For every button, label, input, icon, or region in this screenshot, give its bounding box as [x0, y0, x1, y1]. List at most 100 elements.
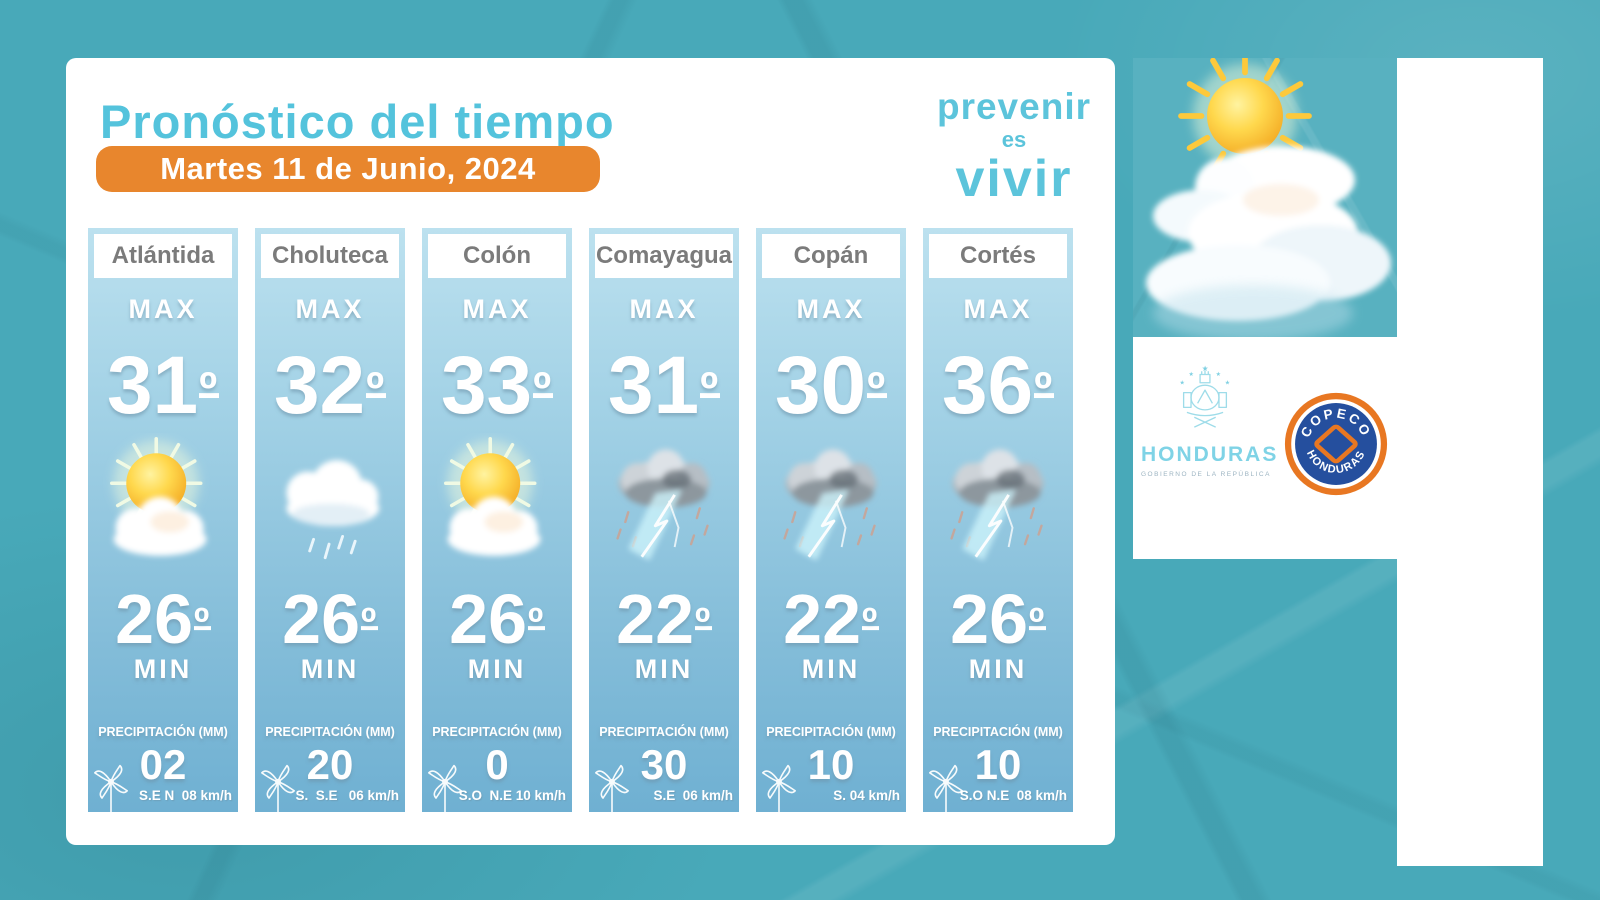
- min-temperature: 22º: [616, 580, 712, 658]
- department-name: Comayagua: [595, 234, 733, 278]
- storm-cloud-icon: [756, 433, 906, 578]
- wind-row: S. S.E 06 km/h: [255, 774, 405, 808]
- precipitation-value: 02: [139, 741, 187, 788]
- copeco-logo: COPECO HONDURAS: [1283, 391, 1389, 497]
- precipitation-label: PRECIPITACIÓN (MM): [432, 725, 562, 739]
- pinwheel-icon: [258, 762, 298, 816]
- svg-text:★: ★: [1180, 379, 1185, 386]
- tagline-line2: es: [1001, 127, 1027, 152]
- min-temperature: 26º: [950, 580, 1046, 658]
- honduras-crest-icon: ★ ★ ★ ★ ★: [1180, 364, 1230, 428]
- department-name: Choluteca: [261, 234, 399, 278]
- honduras-wordmark: HONDURAS: [1141, 443, 1279, 466]
- degree-symbol: º: [694, 599, 712, 647]
- degree-symbol: º: [199, 362, 220, 418]
- max-label: MAX: [963, 294, 1033, 324]
- degree-symbol: º: [527, 599, 545, 647]
- forecast-columns: Atlántida MAX 31º 26º MIN PRECIPITACIÓN …: [88, 228, 1073, 812]
- wind-row: S.E N 08 km/h: [88, 774, 238, 808]
- weather-icon: [756, 433, 906, 578]
- min-label: MIN: [133, 654, 193, 684]
- min-label: MIN: [801, 654, 861, 684]
- sun-cloud-icon: [88, 433, 238, 578]
- min-temperature: 26º: [115, 580, 211, 658]
- precipitation-value: 30: [640, 741, 688, 788]
- forecast-column-atlantida: Atlántida MAX 31º 26º MIN PRECIPITACIÓN …: [88, 228, 238, 812]
- storm-cloud-icon: [589, 433, 739, 578]
- wind-row: S.O N.E 10 km/h: [422, 774, 572, 808]
- sun-cloud-icon: [422, 433, 572, 578]
- weather-icon: [88, 433, 238, 578]
- degree-symbol: º: [533, 362, 554, 418]
- wind-info: S.O N.E 08 km/h: [959, 788, 1067, 803]
- max-temperature: 32º: [273, 340, 387, 431]
- forecast-column-comayagua: Comayagua MAX 31º 22º MIN PRECIPITACIÓN …: [589, 228, 739, 812]
- weather-icon: [255, 433, 405, 578]
- department-name: Atlántida: [94, 234, 232, 278]
- page-title: Pronóstico del tiempo: [100, 95, 615, 148]
- storm-cloud-icon: [923, 433, 1073, 578]
- logos-panel: ★ ★ ★ ★ ★ HONDURAS GOBIERNO DE LA REPÚBLIC…: [1133, 337, 1397, 559]
- precipitation-value: 10: [807, 741, 855, 788]
- max-label: MAX: [295, 294, 365, 324]
- min-label: MIN: [968, 654, 1028, 684]
- rain-cloud-icon: [255, 433, 405, 578]
- svg-text:★: ★: [1202, 364, 1209, 373]
- forecast-card: Pronóstico del tiempo Martes 11 de Junio…: [66, 58, 1115, 845]
- precipitation-label: PRECIPITACIÓN (MM): [599, 725, 729, 739]
- max-label: MAX: [462, 294, 532, 324]
- forecast-column-colon: Colón MAX 33º 26º MIN PRECIPITACIÓN (MM)…: [422, 228, 572, 812]
- max-temperature: 30º: [774, 340, 888, 431]
- wind-row: S. 04 km/h: [756, 774, 906, 808]
- tagline-line1: prevenir: [936, 86, 1091, 127]
- min-label: MIN: [634, 654, 694, 684]
- honduras-government-logo: ★ ★ ★ ★ ★ HONDURAS GOBIERNO DE LA REPÚBLIC…: [1141, 363, 1279, 478]
- sun-cloud-illustration: [1133, 58, 1397, 337]
- date-banner: Martes 11 de Junio, 2024: [96, 146, 600, 192]
- wind-info: S. 04 km/h: [833, 788, 900, 803]
- date-text: Martes 11 de Junio, 2024: [160, 151, 536, 186]
- precipitation-value: 10: [974, 741, 1022, 788]
- precipitation-value: 20: [306, 741, 354, 788]
- pinwheel-icon: [91, 762, 131, 816]
- max-temperature: 33º: [440, 340, 554, 431]
- svg-text:★: ★: [1225, 379, 1230, 386]
- min-temperature: 26º: [449, 580, 545, 658]
- honduras-subtitle: GOBIERNO DE LA REPÚBLICA: [1141, 471, 1271, 478]
- wind-row: S.E 06 km/h: [589, 774, 739, 808]
- wind-info: S.E 06 km/h: [653, 788, 733, 803]
- copeco-logo-icon: COPECO HONDURAS: [1284, 392, 1388, 496]
- degree-symbol: º: [861, 599, 879, 647]
- precipitation-label: PRECIPITACIÓN (MM): [98, 725, 228, 739]
- prevenir-es-vivir-logo: prevenir es vivir: [908, 88, 1120, 205]
- degree-symbol: º: [193, 599, 211, 647]
- svg-text:★: ★: [1216, 371, 1221, 378]
- degree-symbol: º: [700, 362, 721, 418]
- pinwheel-icon: [759, 762, 799, 816]
- weather-icon: [923, 433, 1073, 578]
- forecast-column-choluteca: Choluteca MAX 32º 26º MIN PRECIPITACIÓN …: [255, 228, 405, 812]
- max-temperature: 36º: [941, 340, 1055, 431]
- max-label: MAX: [128, 294, 198, 324]
- forecast-column-cortes: Cortés MAX 36º 26º MIN PRECIPITACIÓN (MM…: [923, 228, 1073, 812]
- precipitation-label: PRECIPITACIÓN (MM): [265, 725, 395, 739]
- right-white-bar: [1397, 58, 1543, 866]
- min-label: MIN: [467, 654, 527, 684]
- svg-text:★: ★: [1189, 371, 1194, 378]
- degree-symbol: º: [360, 599, 378, 647]
- wind-info: S.E N 08 km/h: [138, 788, 232, 803]
- weather-icon: [589, 433, 739, 578]
- degree-symbol: º: [366, 362, 387, 418]
- weather-icon: [422, 433, 572, 578]
- max-temperature: 31º: [607, 340, 721, 431]
- degree-symbol: º: [1034, 362, 1055, 418]
- tagline-line3: vivir: [955, 150, 1073, 208]
- min-temperature: 26º: [282, 580, 378, 658]
- max-label: MAX: [796, 294, 866, 324]
- max-temperature: 31º: [106, 340, 220, 431]
- min-temperature: 22º: [783, 580, 879, 658]
- pinwheel-icon: [592, 762, 632, 816]
- precipitation-label: PRECIPITACIÓN (MM): [933, 725, 1063, 739]
- degree-symbol: º: [867, 362, 888, 418]
